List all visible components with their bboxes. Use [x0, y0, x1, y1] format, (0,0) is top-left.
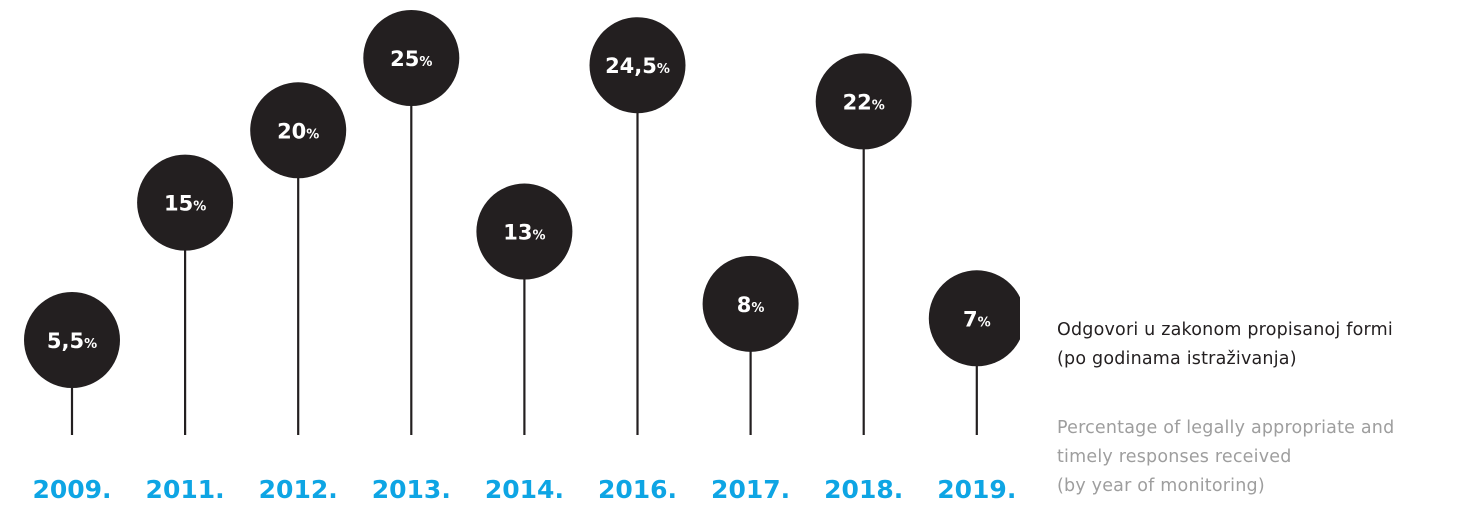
value-number: 24,5 [605, 54, 657, 78]
year-label: 2014. [485, 475, 564, 504]
value-unit: % [751, 301, 764, 316]
value-unit: % [533, 229, 546, 244]
year-label: 2013. [372, 475, 451, 504]
lollipop-2019: 7% 2019. [928, 270, 1020, 504]
lollipop-marker [250, 82, 347, 179]
value-number: 25 [390, 47, 419, 71]
lollipop-marker [24, 292, 120, 388]
lollipop-2017: 8% 2017. [702, 255, 799, 504]
value-label: 24,5% [605, 54, 670, 78]
year-label: 2017. [711, 475, 790, 504]
caption-english-line-2: timely responses received [1057, 447, 1292, 467]
lollipop-2009: 5,5% 2009. [24, 292, 120, 504]
lollipop-marker [589, 17, 686, 114]
value-unit: % [657, 62, 670, 77]
lollipop-marker [815, 53, 912, 150]
lollipop-marker [928, 270, 1020, 367]
year-label: 2012. [259, 475, 338, 504]
year-label: 2011. [146, 475, 225, 504]
value-unit: % [872, 98, 885, 113]
caption-local-line-2: (po godinama istraživanja) [1057, 349, 1297, 369]
value-label: 22% [843, 90, 885, 114]
lollipop-2011: 15% 2011. [137, 154, 234, 504]
caption-english: Percentage of legally appropriate and ti… [1057, 414, 1394, 501]
lollipop-marker [137, 154, 234, 251]
lollipop-2016: 24,5% 2016. [589, 17, 686, 504]
caption-local: Odgovori u zakonom propisanoj formi (po … [1057, 316, 1393, 374]
year-label: 2019. [937, 475, 1016, 504]
lollipop-marker [702, 255, 799, 352]
lollipop-2013: 25% 2013. [363, 10, 460, 504]
value-label: 15% [164, 192, 206, 216]
lollipop-2018: 22% 2018. [815, 53, 912, 504]
value-number: 13 [503, 221, 532, 245]
caption-local-line-1: Odgovori u zakonom propisanoj formi [1057, 320, 1393, 340]
lollipop-chart: 5,5% 2009. 15% 2011. 20% 2012. 25% 2013. 13% 2014… [24, 10, 1020, 504]
value-number: 20 [277, 119, 306, 143]
value-label: 5,5% [47, 329, 97, 353]
year-label: 2016. [598, 475, 677, 504]
lollipop-2012: 20% 2012. [250, 82, 347, 504]
caption-english-line-1: Percentage of legally appropriate and [1057, 418, 1395, 438]
caption-english-line-3: (by year of monitoring) [1057, 476, 1265, 496]
value-unit: % [419, 55, 432, 70]
value-unit: % [84, 337, 97, 352]
value-number: 22 [843, 90, 872, 114]
value-unit: % [193, 200, 206, 215]
year-label: 2018. [824, 475, 903, 504]
value-number: 8 [737, 293, 752, 317]
lollipop-marker [363, 10, 460, 106]
value-label: 25% [390, 47, 432, 71]
value-unit: % [978, 315, 991, 330]
value-label: 20% [277, 119, 319, 143]
lollipop-2014: 13% 2014. [476, 183, 573, 504]
value-unit: % [306, 127, 319, 142]
value-label: 13% [503, 221, 545, 245]
value-number: 15 [164, 192, 193, 216]
value-number: 7 [963, 307, 978, 331]
value-label: 8% [737, 293, 765, 317]
value-number: 5,5 [47, 329, 84, 353]
lollipop-marker [476, 183, 573, 280]
year-label: 2009. [32, 475, 111, 504]
value-label: 7% [963, 307, 991, 331]
